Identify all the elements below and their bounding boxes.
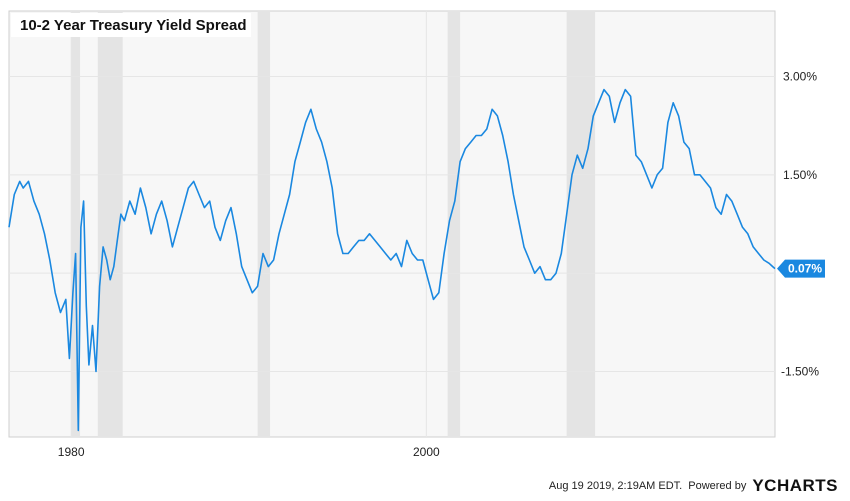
plot-area	[8, 10, 776, 438]
recession-band	[566, 11, 596, 437]
recession-band	[447, 11, 461, 437]
y-tick-label: -1.50%	[781, 364, 819, 378]
recession-band	[257, 11, 271, 437]
last-value-label: 0.07%	[788, 262, 822, 276]
y-axis-ticks: 3.00% 1.50% -1.50%	[781, 70, 819, 379]
ycharts-logo[interactable]: YCHARTS	[752, 476, 838, 496]
chart-title: 10-2 Year Treasury Yield Spread	[20, 17, 247, 34]
x-axis-ticks: 1980 2000	[58, 445, 440, 459]
powered-by-label: Powered by	[688, 480, 747, 492]
series-line-spread	[8, 88, 776, 432]
ycharts-brand-text: YCHARTS	[752, 476, 838, 495]
x-tick-label: 1980	[58, 445, 85, 459]
footer: Aug 19 2019, 2:19AM EDT. Powered by YCHA…	[549, 474, 838, 498]
last-value-badge: 0.07%	[777, 259, 825, 278]
gridlines	[9, 11, 775, 437]
recession-band	[71, 11, 81, 437]
y-tick-label: 1.50%	[783, 168, 817, 182]
title-box	[11, 13, 251, 37]
last-value-badge-shape	[777, 259, 825, 278]
recession-shading	[71, 11, 596, 437]
y-tick-label: 3.00%	[783, 70, 817, 84]
recession-band	[97, 11, 123, 437]
x-tick-label: 2000	[413, 445, 440, 459]
timestamp: Aug 19 2019, 2:19AM EDT.	[548, 480, 683, 492]
